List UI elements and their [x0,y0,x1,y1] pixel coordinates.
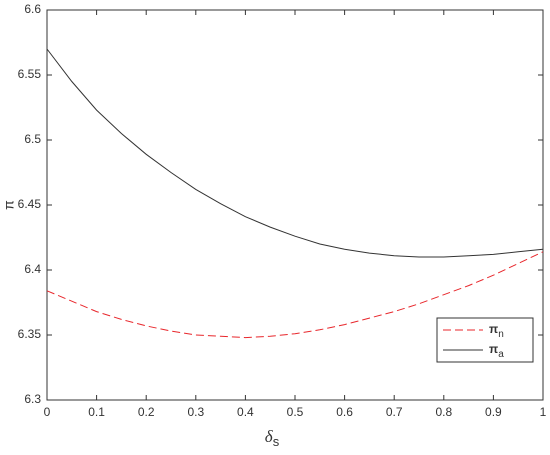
legend-subscript: a [498,349,504,360]
series-line [46,48,544,258]
legend-box [436,317,534,363]
legend-subscript: n [498,329,504,340]
x-tick-label: 0.2 [138,405,155,419]
x-tick-label: 0.1 [88,405,105,419]
y-tick-label: 6.45 [18,197,42,211]
y-tick-label: 6.6 [24,2,41,16]
legend-label: πa [489,342,504,359]
x-tick-label: 0 [44,405,51,419]
x-tick-label: 0.6 [336,405,353,419]
y-tick-label: 6.35 [18,327,42,341]
legend-label: πn [489,322,504,339]
y-tick-label: 6.55 [18,67,42,81]
x-tick-label: 0.5 [287,405,304,419]
x-tick-label: 0.7 [386,405,403,419]
y-axis-label: π [1,200,17,210]
x-axis-label: δs [265,427,280,450]
x-tick-label: 0.9 [485,405,502,419]
y-tick-label: 6.3 [24,392,41,406]
legend-name: π [489,342,498,356]
y-tick-label: 6.5 [24,132,41,146]
legend-name: π [489,322,498,336]
x-tick-label: 0.8 [435,405,452,419]
series-line [46,251,544,339]
x-tick-label: 0.3 [187,405,204,419]
x-tick-label: 0.4 [237,405,254,419]
y-tick-label: 6.4 [24,262,41,276]
x-tick-label: 1 [540,405,547,419]
